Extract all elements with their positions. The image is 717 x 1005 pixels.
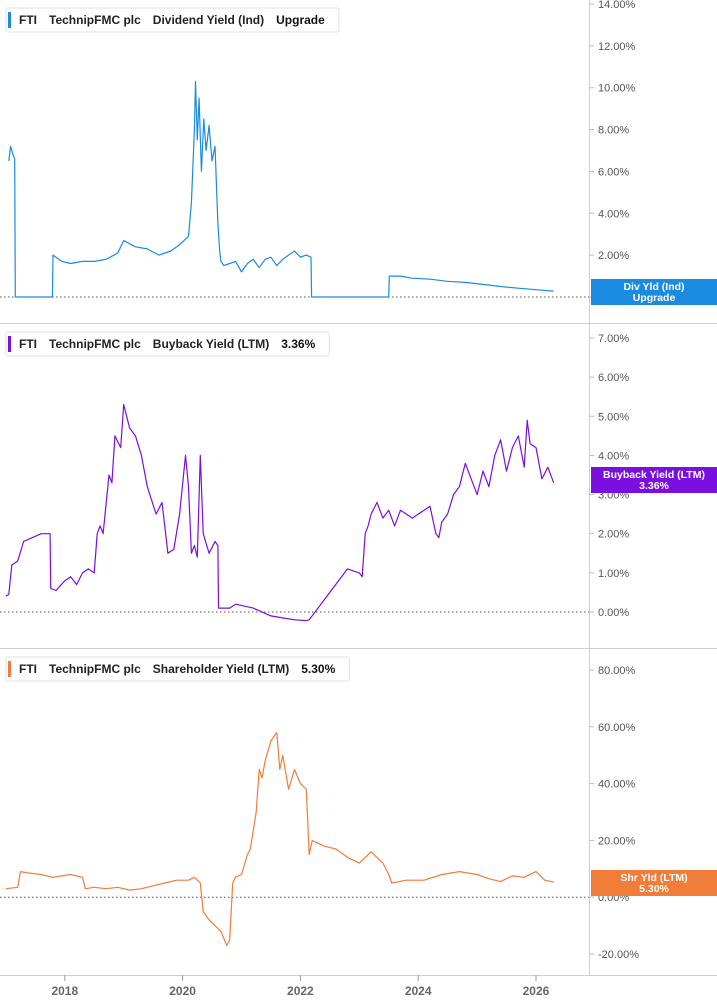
y-tick-label: 2.00%: [598, 250, 629, 262]
x-tick-label: 2020: [169, 984, 196, 998]
legend-box: [5, 7, 340, 33]
y-tick-label: 40.00%: [598, 779, 636, 791]
legend-metric: Shareholder Yield (LTM): [153, 662, 289, 676]
value-badge-value: 3.36%: [639, 480, 669, 492]
legend-company: TechnipFMC plc: [49, 337, 141, 351]
x-tick-label: 2022: [287, 984, 314, 998]
y-tick-label: 80.00%: [598, 665, 636, 677]
legend-metric: Dividend Yield (Ind): [153, 13, 264, 27]
y-tick-label: 6.00%: [598, 372, 629, 384]
legend-value: 3.36%: [281, 337, 315, 351]
legend-color-swatch: [8, 336, 11, 352]
legend-color-swatch: [8, 661, 11, 677]
legend-metric: Buyback Yield (LTM): [153, 337, 269, 351]
series-line-2: [5, 403, 555, 622]
legend-value: 5.30%: [301, 662, 335, 676]
value-badge-label: Buyback Yield (LTM): [603, 469, 705, 481]
x-tick-label: 2026: [523, 984, 550, 998]
value-badge-value: Upgrade: [633, 292, 676, 304]
value-badge-value: 5.30%: [639, 883, 669, 895]
legend-color-swatch: [8, 12, 11, 28]
y-tick-label: 5.00%: [598, 411, 629, 423]
legend-value: Upgrade: [276, 13, 325, 27]
y-tick-label: 20.00%: [598, 835, 636, 847]
legend-ticker: FTI: [19, 13, 37, 27]
y-tick-label: 7.00%: [598, 333, 629, 345]
y-tick-label: 0.00%: [598, 607, 629, 619]
value-badge: [591, 279, 717, 305]
x-tick-label: 2018: [51, 984, 78, 998]
y-tick-label: 2.00%: [598, 529, 629, 541]
legend-ticker: FTI: [19, 662, 37, 676]
y-tick-label: 8.00%: [598, 125, 629, 137]
legend-company: TechnipFMC plc: [49, 13, 141, 27]
y-tick-label: 60.00%: [598, 722, 636, 734]
y-tick-label: 4.00%: [598, 450, 629, 462]
series-line-1: [8, 80, 554, 298]
x-tick-label: 2024: [405, 984, 432, 998]
legend-company: TechnipFMC plc: [49, 662, 141, 676]
y-tick-label: 12.00%: [598, 41, 636, 53]
value-badge-label: Div Yld (Ind): [623, 281, 684, 293]
y-tick-label: 1.00%: [598, 568, 629, 580]
value-badge: [591, 467, 717, 493]
series-line-3: [5, 731, 554, 947]
y-tick-label: 10.00%: [598, 83, 636, 95]
y-tick-label: 4.00%: [598, 208, 629, 220]
value-badge: [591, 870, 717, 896]
legend-box: [5, 331, 330, 357]
y-tick-label: -20.00%: [598, 949, 639, 961]
y-tick-label: 6.00%: [598, 166, 629, 178]
y-tick-label: 14.00%: [598, 0, 636, 11]
legend-box: [5, 656, 350, 682]
value-badge-label: Shr Yld (LTM): [620, 872, 687, 884]
legend-ticker: FTI: [19, 337, 37, 351]
